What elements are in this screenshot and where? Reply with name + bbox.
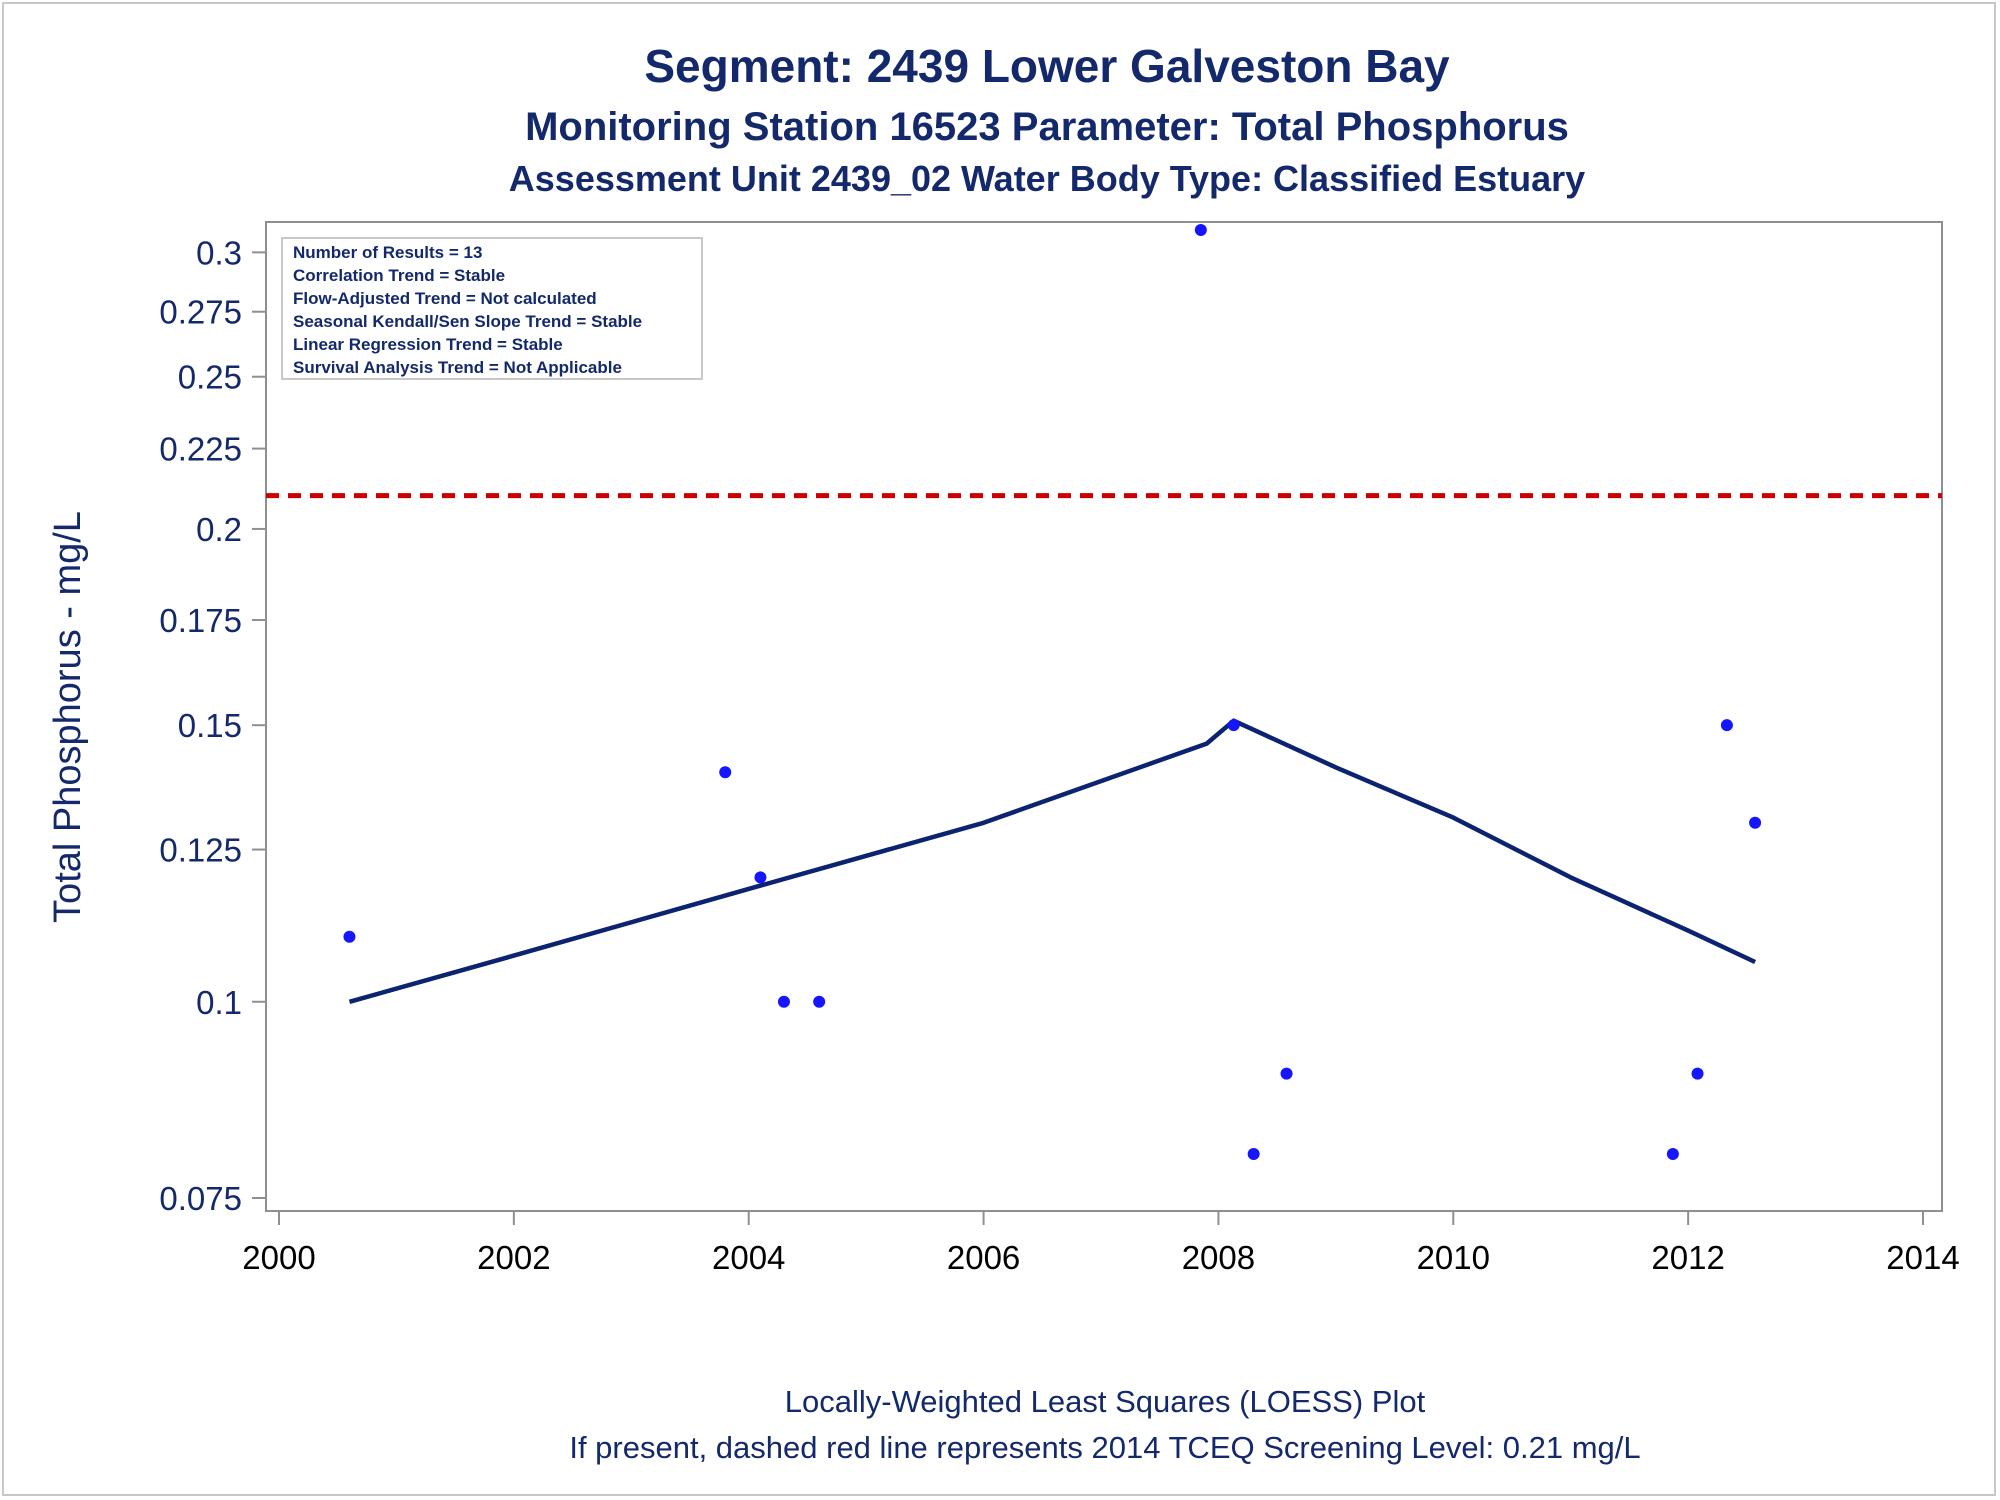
data-point xyxy=(1194,224,1207,236)
stats-line: Correlation Trend = Stable xyxy=(293,266,505,285)
y-tick-label: 0.1 xyxy=(196,984,242,1021)
y-tick-label: 0.275 xyxy=(159,294,242,331)
y-tick-label: 0.175 xyxy=(159,602,242,639)
stats-line: Seasonal Kendall/Sen Slope Trend = Stabl… xyxy=(293,312,642,331)
y-axis: 0.075 0.1 0.125 0.15 0.175 0.2 0.225 0.25 0.275 0… xyxy=(159,234,266,1217)
footnote-2: If present, dashed red line represents 2… xyxy=(569,1430,1640,1465)
data-point xyxy=(1227,719,1240,732)
x-tick-label: 2014 xyxy=(1886,1239,1959,1276)
data-point xyxy=(1280,1067,1293,1080)
chart-title: Segment: 2439 Lower Galveston Bay xyxy=(644,40,1450,92)
chart-subtitle: Monitoring Station 16523 Parameter: Tota… xyxy=(525,105,1569,149)
data-point xyxy=(719,766,732,779)
loess-line xyxy=(348,718,1757,1004)
stats-box: Number of Results = 13 Correlation Trend … xyxy=(281,237,703,380)
y-tick-label: 0.3 xyxy=(196,234,242,271)
chart-subtitle-2: Assessment Unit 2439_02 Water Body Type:… xyxy=(509,158,1585,199)
x-tick-label: 2000 xyxy=(242,1239,315,1276)
x-tick-label: 2002 xyxy=(477,1239,550,1276)
data-point xyxy=(813,995,826,1008)
data-point xyxy=(1691,1067,1704,1080)
stats-line: Survival Analysis Trend = Not Applicable xyxy=(293,358,622,377)
y-tick-label: 0.2 xyxy=(196,511,242,548)
data-point xyxy=(754,871,767,884)
stats-line: Number of Results = 13 xyxy=(293,243,482,262)
footnote-1: Locally-Weighted Least Squares (LOESS) P… xyxy=(785,1384,1426,1419)
y-tick-label: 0.125 xyxy=(159,832,242,869)
x-tick-label: 2012 xyxy=(1651,1239,1724,1276)
y-tick-label: 0.25 xyxy=(178,359,242,396)
x-tick-label: 2008 xyxy=(1182,1239,1255,1276)
y-tick-label: 0.075 xyxy=(159,1180,242,1217)
stats-box-border xyxy=(281,237,703,380)
x-axis: 2000 2002 2004 2006 2008 2010 2012 2014 xyxy=(242,1211,1960,1276)
data-points xyxy=(343,224,1762,1160)
data-point xyxy=(1720,719,1733,732)
data-point xyxy=(343,930,356,943)
data-point xyxy=(1247,1147,1260,1160)
data-point xyxy=(777,995,790,1008)
plot-area xyxy=(265,221,1943,1212)
y-axis-label: Total Phosphorus - mg/L xyxy=(47,511,89,923)
x-tick-label: 2010 xyxy=(1417,1239,1490,1276)
y-tick-label: 0.15 xyxy=(178,707,242,744)
x-tick-label: 2006 xyxy=(947,1239,1020,1276)
data-point xyxy=(1749,816,1762,829)
data-point xyxy=(1666,1147,1679,1160)
x-tick-label: 2004 xyxy=(712,1239,785,1276)
stats-line: Linear Regression Trend = Stable xyxy=(293,335,563,354)
chart-svg: Segment: 2439 Lower Galveston Bay Monito… xyxy=(47,40,1960,1465)
y-tick-label: 0.225 xyxy=(159,431,242,468)
stats-line: Flow-Adjusted Trend = Not calculated xyxy=(293,289,597,308)
